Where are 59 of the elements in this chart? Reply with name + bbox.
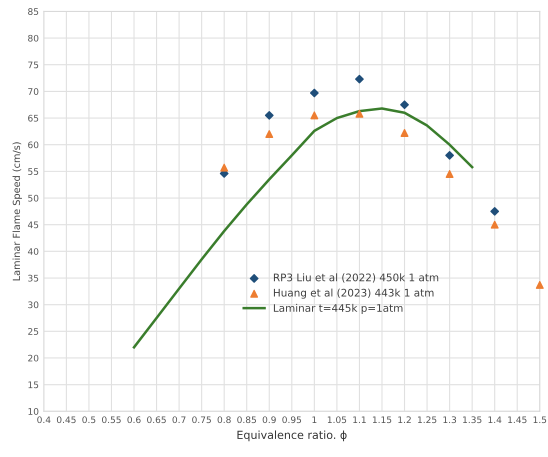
point (490, 206, 500, 216)
x-tick-label: 1.35 (463, 416, 482, 424)
x-tick-label: 0.85 (237, 416, 256, 424)
y-tick-label: 55 (28, 168, 38, 175)
y-tick-label: 25 (28, 328, 38, 335)
point (264, 111, 274, 120)
x-tick-label: 0.95 (282, 416, 302, 424)
y-axis-title: Laminar Flame Speed (cm/s) (12, 142, 22, 280)
point (400, 129, 408, 137)
y-tick-label: 70 (28, 88, 38, 95)
x-tick-label: 1.3 (443, 416, 456, 424)
y-tick-label: 15 (28, 381, 38, 388)
x-tick-label: 0.7 (172, 416, 186, 424)
point (400, 100, 409, 110)
x-tick-label: 1 (312, 416, 316, 424)
y-tick-label: 75 (28, 62, 38, 68)
x-axis-title: Equivalence ratio. ϕ (237, 430, 347, 442)
x-tick-label: 1.05 (328, 416, 346, 424)
x-tick-label: 1.25 (418, 416, 436, 424)
y-tick-label: 60 (28, 141, 38, 148)
legend-label: Laminar t=445k p=1atm (274, 304, 402, 314)
legend-label: RP3 Liu et al (2022) 450k 1 atm (274, 273, 438, 283)
point (355, 74, 364, 84)
point (220, 164, 228, 172)
x-tick-label: 0.6 (127, 416, 141, 424)
point (445, 151, 454, 160)
point (265, 130, 274, 138)
x-tick-label: 1.5 (534, 416, 546, 424)
x-tick-label: 0.55 (102, 416, 121, 424)
y-tick-label: 30 (28, 301, 38, 308)
x-tick-label: 1.2 (398, 416, 411, 424)
y-tick-label: 85 (28, 8, 38, 15)
point (355, 110, 364, 118)
y-tick-label: 35 (28, 274, 38, 282)
y-tick-label: 10 (28, 408, 38, 415)
y-tick-label: 40 (28, 248, 38, 255)
point (310, 111, 318, 120)
x-tick-label: 0.9 (262, 416, 276, 424)
y-tick-label: 65 (28, 114, 38, 122)
x-tick-label: 0.45 (56, 416, 76, 424)
x-tick-label: 1.1 (353, 416, 366, 424)
x-tick-label: 0.8 (218, 416, 231, 424)
y-tick-label: 45 (28, 222, 38, 228)
x-tick-label: 1.4 (488, 416, 502, 424)
x-tick-label: 1.45 (508, 416, 526, 424)
x-tick-label: 0.5 (82, 416, 96, 424)
x-tick-label: 1.15 (372, 416, 392, 424)
x-tick-label: 0.75 (192, 416, 211, 424)
line-series (132, 107, 474, 349)
point (446, 170, 454, 178)
point (490, 220, 499, 229)
legend-label: Huang et al (2023) 443k 1 atm (274, 288, 434, 299)
x-tick-label: 0.4 (37, 416, 51, 424)
y-tick-label: 20 (28, 354, 38, 362)
y-tick-label: 50 (28, 194, 38, 202)
point (310, 88, 319, 98)
x-tick-label: 0.65 (147, 416, 166, 424)
point (536, 280, 544, 289)
y-tick-label: 80 (28, 34, 38, 42)
